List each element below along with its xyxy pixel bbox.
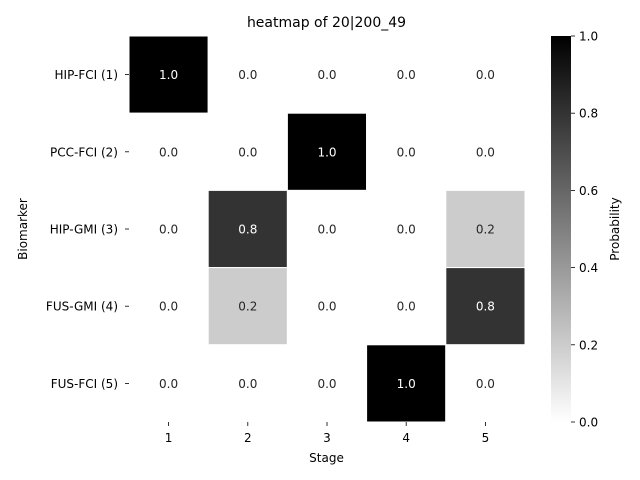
cell-value-label-r1-c1: 1.0 (159, 68, 178, 82)
cell-value-label-r4-c4: 0.0 (397, 300, 416, 314)
colorbar-tick-label: 0.2 (579, 338, 598, 352)
heatmap-cell-r1-c3 (286, 35, 368, 114)
y-tick-label: HIP-FCI (1) (55, 68, 119, 82)
x-tick-label: 2 (244, 431, 252, 445)
x-axis-label: Stage (309, 451, 344, 465)
heatmap-cell-r5-c2 (207, 344, 288, 423)
heatmap-cell-r4-c4 (366, 267, 447, 346)
y-tick-label: PCC-FCI (2) (50, 145, 118, 159)
cell-value-label-r2-c2: 0.0 (238, 145, 257, 159)
cell-value-label-r4-c3: 0.0 (317, 300, 336, 314)
heatmap-cell-r1-c1 (128, 35, 209, 114)
y-axis-ticks: HIP-FCI (1) PCC-FCI (2) HIP-GMI (3) FUS-GMI… (46, 68, 129, 391)
heatmap-cell-r4-c2 (207, 267, 288, 346)
cell-value-label-r1-c5: 0.0 (476, 68, 495, 82)
heatmap-cell-r3-c3 (286, 189, 368, 269)
y-tick-label: HIP-GMI (3) (50, 223, 118, 237)
cell-value-label-r3-c2: 0.8 (238, 223, 257, 237)
cell-value-label-r3-c1: 0.0 (159, 223, 178, 237)
heatmap-cell-r1-c2 (207, 35, 288, 114)
heatmap-cells: 1.0 0.0 0.0 0.0 0.0 0.0 0.0 1.0 0.0 0.0 0.0 0.8 0.0 0… (128, 35, 526, 423)
heatmap-cell-r1-c4 (366, 35, 447, 114)
x-tick-label: 3 (323, 431, 331, 445)
colorbar-tick-label: 0.8 (579, 107, 598, 121)
heatmap-cell-r5-c1 (128, 344, 209, 423)
cell-value-label-r5-c1: 0.0 (159, 377, 178, 391)
colorbar-ticks: 0.0 0.2 0.4 0.6 0.8 1.0 (571, 30, 598, 430)
colorbar-label: Probability (608, 197, 622, 260)
heatmap-cell-r2-c3 (286, 112, 368, 191)
y-axis-label: Biomarker (16, 198, 30, 260)
cell-value-label-r5-c4: 1.0 (397, 377, 416, 391)
heatmap-cell-r2-c1 (128, 112, 209, 191)
cell-value-label-r5-c2: 0.0 (238, 377, 257, 391)
heatmap-cell-r3-c5 (445, 189, 526, 269)
colorbar-tick-label: 0.4 (579, 261, 598, 275)
colorbar-tick-label: 0.6 (579, 184, 598, 198)
heatmap-cell-r3-c2 (207, 189, 288, 269)
heatmap-cell-r1-c5 (445, 35, 526, 114)
x-axis-ticks: 1 2 3 4 5 (165, 422, 489, 445)
cell-value-label-r2-c5: 0.0 (476, 145, 495, 159)
heatmap-cell-r4-c3 (286, 267, 368, 346)
x-tick-label: 5 (482, 431, 490, 445)
heatmap-cell-r5-c5 (445, 344, 526, 423)
colorbar (551, 36, 571, 422)
cell-value-label-r5-c3: 0.0 (317, 377, 336, 391)
cell-value-label-r4-c2: 0.2 (238, 300, 257, 314)
x-tick-label: 1 (165, 431, 173, 445)
cell-value-label-r1-c3: 0.0 (317, 68, 336, 82)
heatmap-cell-r2-c5 (445, 112, 526, 191)
colorbar-tick-label: 0.0 (579, 416, 598, 430)
cell-value-label-r2-c3: 1.0 (317, 145, 336, 159)
cell-value-label-r1-c2: 0.0 (238, 68, 257, 82)
x-tick-label: 4 (402, 431, 410, 445)
y-tick-label: FUS-FCI (5) (51, 377, 118, 391)
colorbar-tick-label: 1.0 (579, 30, 598, 44)
y-tick-label: FUS-GMI (4) (46, 300, 118, 314)
cell-value-label-r3-c3: 0.0 (317, 223, 336, 237)
heatmap-cell-r3-c4 (366, 189, 447, 269)
cell-value-label-r3-c5: 0.2 (476, 223, 495, 237)
cell-value-label-r3-c4: 0.0 (397, 223, 416, 237)
heatmap-cell-r5-c3 (286, 344, 368, 423)
cell-value-label-r1-c4: 0.0 (397, 68, 416, 82)
cell-value-label-r2-c1: 0.0 (159, 145, 178, 159)
cell-value-label-r5-c5: 0.0 (476, 377, 495, 391)
cell-value-label-r4-c5: 0.8 (476, 300, 495, 314)
cell-value-label-r4-c1: 0.0 (159, 300, 178, 314)
cell-value-label-r2-c4: 0.0 (397, 145, 416, 159)
heatmap-cell-r4-c5 (445, 267, 526, 346)
chart-title: heatmap of 20|200_49 (247, 15, 406, 31)
